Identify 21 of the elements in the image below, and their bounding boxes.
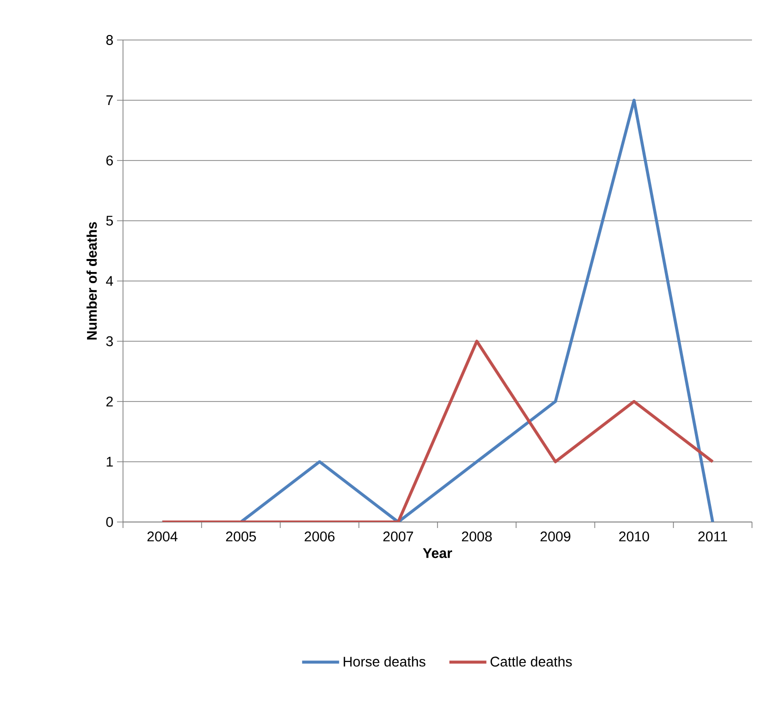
y-tick-label: 0 bbox=[106, 517, 113, 527]
y-tick-label: 8 bbox=[106, 35, 113, 45]
x-tick-label: 2008 bbox=[462, 532, 492, 542]
y-tick-label: 2 bbox=[106, 396, 113, 406]
x-tick-label: 2009 bbox=[540, 532, 570, 542]
x-tick-label: 2004 bbox=[147, 532, 178, 542]
x-axis-title: Year bbox=[422, 548, 452, 558]
y-tick-label: 1 bbox=[106, 456, 113, 467]
y-tick-label: 5 bbox=[106, 216, 113, 226]
x-tick-label: 2010 bbox=[619, 532, 650, 542]
y-tick-label: 3 bbox=[106, 336, 113, 346]
y-tick-label: 7 bbox=[106, 95, 113, 106]
x-tick-label: 2011 bbox=[698, 532, 728, 542]
x-tick-label: 2005 bbox=[226, 532, 256, 542]
legend-label: Cattle deaths bbox=[490, 656, 572, 667]
x-tick-label: 2007 bbox=[383, 532, 414, 542]
x-tick-label: 2006 bbox=[304, 532, 335, 542]
y-tick-label: 4 bbox=[106, 276, 114, 286]
legend-label: Horse deaths bbox=[344, 656, 426, 667]
y-tick-label: 6 bbox=[106, 156, 113, 166]
y-axis-title: Number of deaths bbox=[86, 222, 97, 340]
